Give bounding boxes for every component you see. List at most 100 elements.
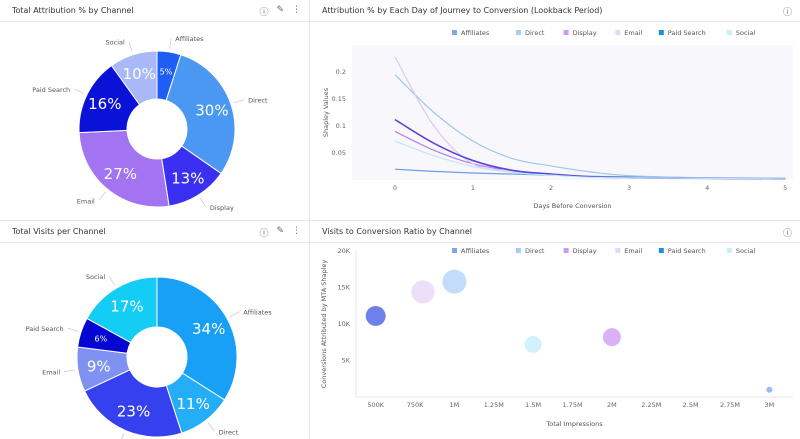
info-icon[interactable]: ⓘ <box>259 8 269 18</box>
slice-value-label: 16% <box>88 95 121 113</box>
y-tick-label: 0.15 <box>332 95 346 103</box>
x-tick-label: 500K <box>367 401 384 409</box>
slice-affiliates <box>156 276 238 401</box>
legend-item-email: Email <box>624 247 642 255</box>
x-tick-label: 4 <box>705 184 709 192</box>
leader-line <box>233 99 245 104</box>
slice-email <box>78 129 170 208</box>
slice-direct <box>165 54 236 175</box>
slice-category-label: Display <box>210 204 234 212</box>
panel-title: Total Attribution % by Channel <box>12 6 134 15</box>
more-vertical-icon[interactable]: ⋮ <box>292 226 301 236</box>
bubble-social <box>524 335 542 353</box>
bubble-email <box>411 280 435 304</box>
bubble-affiliates <box>766 386 773 393</box>
leader-line <box>98 191 107 201</box>
line-series-social <box>394 140 786 180</box>
slice-value-label: 9% <box>87 357 111 375</box>
legend-swatch-direct <box>516 30 521 35</box>
panel-header: Total Attribution % by Channel ⓘ ✎ ⋮ <box>0 0 309 22</box>
leader-line <box>64 369 76 373</box>
x-tick-label: 2.75M <box>720 401 740 409</box>
y-tick-label: 5K <box>342 357 351 365</box>
legend-item-email: Email <box>624 29 642 37</box>
divider-horizontal <box>0 220 800 221</box>
x-tick-label: 3M <box>765 401 775 409</box>
leader-line <box>108 275 116 286</box>
panel-total-attribution: Total Attribution % by Channel ⓘ ✎ ⋮ 5% Aff… <box>0 0 309 220</box>
leader-line <box>121 433 125 439</box>
slice-value-label: 13% <box>171 169 204 187</box>
x-tick-label: 1.5M <box>525 401 541 409</box>
x-tick-label: 1.25M <box>484 401 504 409</box>
slice-category-label: Affiliates <box>243 309 272 317</box>
panel-title: Visits to Conversion Ratio by Channel <box>322 227 473 236</box>
legend-item-display: Display <box>573 247 597 255</box>
info-icon[interactable]: ⓘ <box>782 229 792 239</box>
more-vertical-icon[interactable]: ⋮ <box>292 5 301 15</box>
slice-value-label: 34% <box>192 320 225 338</box>
legend-item-paid-search: Paid Search <box>668 29 706 37</box>
line-chart-lookback: Affiliates Direct Display Email Paid Search S… <box>322 29 793 210</box>
slice-category-label: Direct <box>219 428 239 436</box>
x-tick-label: 2 <box>549 184 553 192</box>
x-tick-label: 2M <box>607 401 617 409</box>
panel-title: Attribution % by Each Day of Journey to … <box>322 6 603 15</box>
slice-category-label: Social <box>106 38 125 46</box>
x-tick-label: 1M <box>450 401 460 409</box>
slice-value-label: 11% <box>176 395 209 413</box>
y-tick-label: 10K <box>337 320 350 328</box>
x-tick-label: 5 <box>783 184 787 192</box>
bubble-chart-ratio: Affiliates Direct Display Email Paid Search S… <box>320 247 793 428</box>
slice-value-label: 10% <box>123 65 156 83</box>
slice-category-label: Email <box>42 369 60 377</box>
slice-value-label: 27% <box>104 165 137 183</box>
slice-category-label: Paid Search <box>26 325 64 333</box>
y-axis-title: Conversions Attributed by MTA Shapley <box>320 260 328 389</box>
x-axis-title: Days Before Conversion <box>533 202 611 210</box>
leader-line <box>207 422 215 432</box>
slice-category-label: Direct <box>248 96 268 104</box>
legend-swatch-direct <box>516 248 521 253</box>
divider-vertical <box>309 0 310 439</box>
legend-swatch-display <box>563 30 569 35</box>
slice-category-label: Social <box>86 273 105 281</box>
legend-swatch-paid-search <box>658 30 664 35</box>
slice-value-label: 6% <box>95 335 108 344</box>
leader-line <box>199 197 207 208</box>
legend-item-affiliates: Affiliates <box>461 29 490 37</box>
bubble-direct <box>442 269 467 294</box>
legend-item-paid-search: Paid Search <box>668 247 706 255</box>
slice-category-label: Paid Search <box>32 86 70 94</box>
legend-swatch-social <box>726 248 732 253</box>
x-tick-label: 750K <box>407 401 424 409</box>
x-axis-title: Total Impressions <box>545 420 603 428</box>
slice-category-label: Email <box>77 197 95 205</box>
legend-item-direct: Direct <box>525 247 545 255</box>
legend-swatch-paid-search <box>658 248 664 253</box>
plot-area <box>352 45 793 180</box>
leader-line <box>67 327 79 332</box>
panel-total-visits: Total Visits per Channel ⓘ ✎ ⋮ 34% Affiliat… <box>0 221 309 439</box>
panel-header: Attribution % by Each Day of Journey to … <box>310 0 800 22</box>
panel-header: Visits to Conversion Ratio by Channel ⓘ <box>310 221 800 243</box>
y-tick-label: 0.1 <box>336 122 346 130</box>
info-icon[interactable]: ⓘ <box>259 229 269 239</box>
panel-conversion-ratio: Visits to Conversion Ratio by Channel ⓘ … <box>310 221 800 439</box>
panel-title: Total Visits per Channel <box>12 227 106 236</box>
legend-swatch-affiliates <box>452 248 457 253</box>
pencil-icon[interactable]: ✎ <box>276 226 284 236</box>
info-icon[interactable]: ⓘ <box>782 8 792 18</box>
bubble-display <box>602 328 621 347</box>
pencil-icon[interactable]: ✎ <box>276 5 284 15</box>
slice-value-label: 30% <box>195 102 228 120</box>
leader-line <box>229 311 240 318</box>
panel-lookback: Attribution % by Each Day of Journey to … <box>310 0 800 220</box>
y-axis-title: Shapley Values <box>322 87 330 137</box>
legend-swatch-social <box>726 30 732 35</box>
x-tick-label: 2.25M <box>641 401 661 409</box>
slice-display <box>83 369 183 438</box>
donut-chart-attribution: 5% Affiliates 30% Direct 13% Display 27% Email 1… <box>32 35 268 212</box>
slice-value-label: 17% <box>110 297 143 315</box>
x-tick-label: 3 <box>627 184 631 192</box>
